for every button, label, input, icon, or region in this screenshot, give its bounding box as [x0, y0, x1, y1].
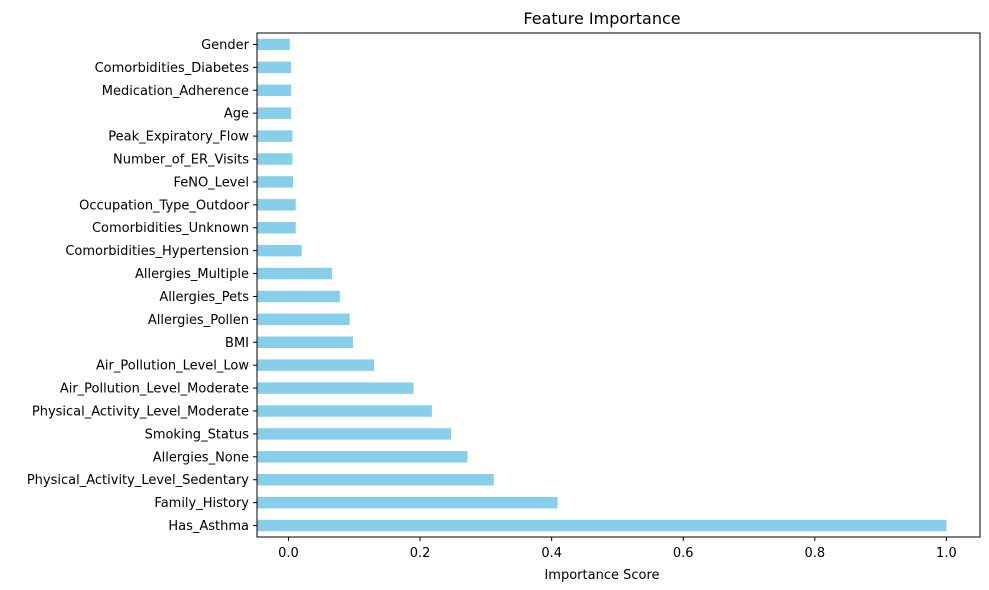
y-tick-label: Gender	[201, 38, 250, 53]
bar-comorbidities-unknown	[257, 222, 296, 234]
bar-number-of-er-visits	[257, 153, 293, 165]
x-tick-label: 0.8	[804, 546, 825, 561]
y-tick-label: Air_Pollution_Level_Moderate	[60, 382, 249, 397]
x-axis-label: Importance Score	[544, 568, 659, 583]
y-tick-label: Allergies_None	[153, 450, 249, 465]
bar-allergies-pets	[257, 290, 340, 303]
bar-smoking-status	[257, 428, 452, 440]
x-tick-label: 0.6	[673, 546, 694, 561]
x-tick-label: 1.0	[936, 546, 957, 561]
y-tick-label: Medication_Adherence	[102, 84, 249, 99]
bar-age	[257, 107, 292, 119]
y-tick-label: Physical_Activity_Level_Moderate	[32, 405, 249, 420]
y-tick-label: Air_Pollution_Level_Low	[96, 359, 249, 374]
x-tick-label: 0.0	[278, 546, 299, 561]
bar-family-history	[257, 496, 558, 509]
y-tick-label: Allergies_Multiple	[135, 267, 249, 282]
bar-comorbidities-diabetes	[257, 61, 292, 74]
bar-physical-activity-level-moderate	[257, 405, 432, 417]
y-tick-label: Allergies_Pets	[159, 290, 249, 305]
y-tick-label: Age	[224, 107, 249, 122]
bar-occupation-type-outdoor	[257, 199, 296, 211]
y-tick-label: Comorbidities_Diabetes	[95, 61, 250, 76]
plot-frame	[256, 32, 981, 538]
bar-peak-expiratory-flow	[257, 130, 293, 142]
bar-physical-activity-level-sedentary	[257, 474, 494, 486]
y-tick-label: Smoking_Status	[145, 427, 250, 442]
y-tick-label: Comorbidities_Unknown	[92, 221, 249, 236]
bar-has-asthma	[257, 519, 947, 532]
bar-allergies-none	[257, 451, 468, 463]
bar-air-pollution-level-low	[257, 359, 375, 371]
y-tick-label: Comorbidities_Hypertension	[65, 244, 249, 259]
bar-air-pollution-level-moderate	[257, 382, 414, 394]
y-tick-label: Allergies_Pollen	[148, 313, 249, 328]
bar-bmi	[257, 336, 353, 348]
y-tick-label: Physical_Activity_Level_Sedentary	[27, 473, 249, 488]
bar-comorbidities-hypertension	[257, 244, 302, 257]
y-tick-label: Occupation_Type_Outdoor	[79, 198, 249, 213]
bar-feno-level	[257, 176, 294, 188]
y-tick-label: FeNO_Level	[173, 175, 249, 190]
bar-allergies-pollen	[257, 313, 350, 326]
bar-gender	[257, 38, 290, 51]
chart-title: Feature Importance	[523, 9, 680, 28]
bar-medication-adherence	[257, 84, 292, 96]
bars-layer	[257, 38, 947, 532]
x-tick-label: 0.4	[541, 546, 562, 561]
y-tick-label: Number_of_ER_Visits	[113, 153, 249, 168]
x-axis: 0.0 0.2 0.4 0.6 0.8 1.0	[278, 537, 957, 561]
y-tick-label: Family_History	[154, 496, 249, 511]
y-tick-label: BMI	[225, 336, 249, 351]
y-tick-label: Peak_Expiratory_Flow	[108, 130, 249, 145]
y-tick-label: Has_Asthma	[168, 519, 249, 534]
x-tick-label: 0.2	[410, 546, 431, 561]
bar-allergies-multiple	[257, 267, 332, 280]
y-axis: Has_Asthma Family_History Physical_Activit…	[27, 38, 257, 534]
